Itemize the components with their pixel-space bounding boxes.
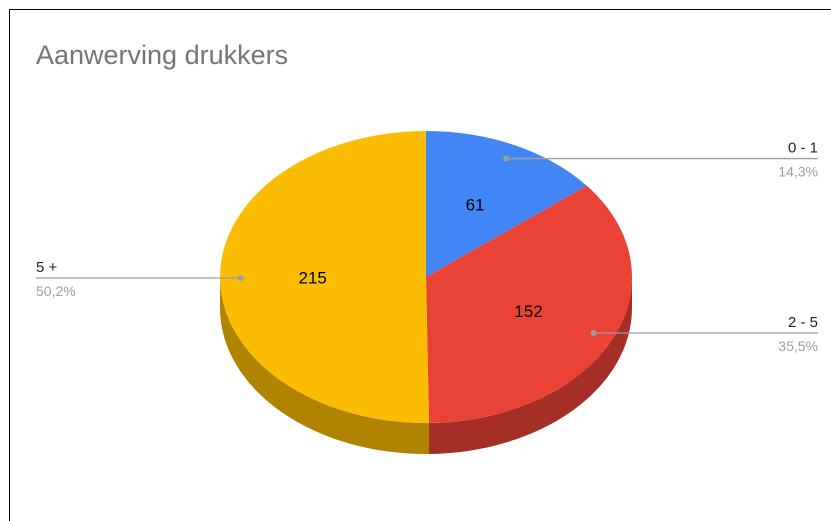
slice-value-label: 215 — [299, 269, 327, 288]
callout-percent: 50,2% — [36, 283, 76, 299]
leader-dot — [590, 330, 597, 337]
chart-title: Aanwerving drukkers — [36, 40, 289, 70]
callout-name: 2 - 5 — [788, 314, 818, 331]
callout-name: 0 - 1 — [788, 140, 818, 157]
pie-slice[interactable] — [426, 185, 633, 423]
leader-dot — [503, 155, 510, 162]
callout-percent: 35,5% — [778, 338, 818, 354]
pie-slice-side — [429, 277, 632, 454]
leader-dot — [237, 274, 244, 281]
slice-value-label: 152 — [514, 302, 542, 321]
callout-percent: 14,3% — [778, 164, 818, 180]
pie-slice[interactable] — [219, 131, 430, 423]
pie-slice-side — [220, 277, 430, 454]
slice-value-label: 61 — [466, 196, 485, 215]
pie-slice[interactable] — [426, 131, 587, 277]
callout-name: 5 + — [36, 259, 58, 276]
